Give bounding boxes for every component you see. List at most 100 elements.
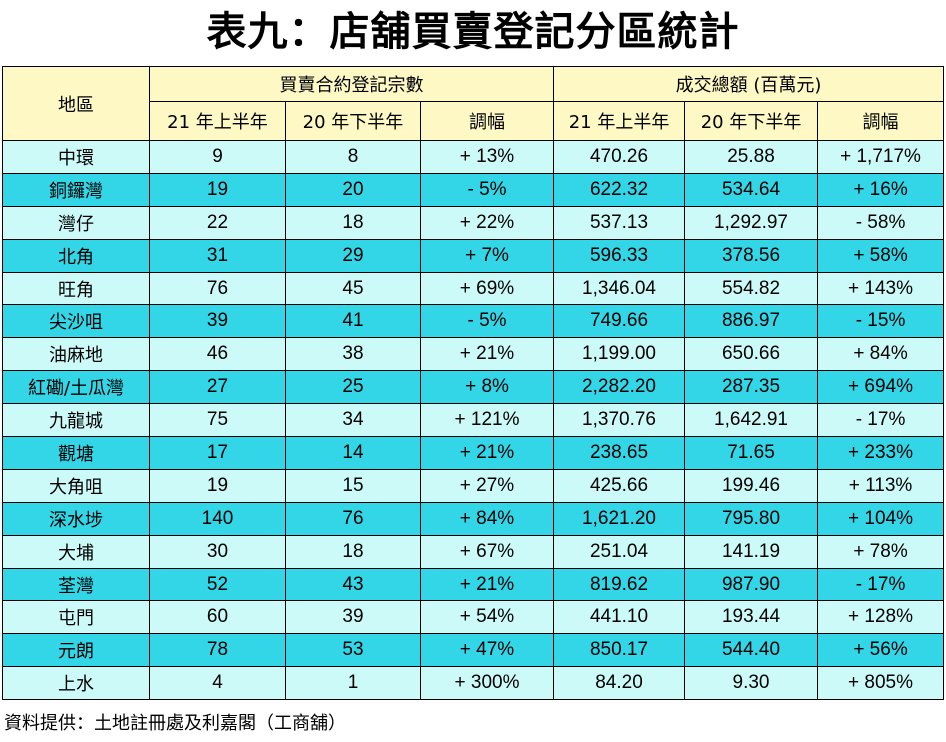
value-change-cell: + 16% xyxy=(817,172,945,207)
value-change-cell: - 58% xyxy=(817,205,945,240)
value-21h1-cell: 1,346.04 xyxy=(553,271,686,306)
volume-change-cell: + 67% xyxy=(419,534,555,569)
volume-20h2-cell: 76 xyxy=(285,501,421,536)
volume-21h1-cell: 52 xyxy=(149,567,286,602)
value-21h1-cell: 1,199.00 xyxy=(553,337,686,372)
header-value-21h1: 21 年上半年 xyxy=(553,101,686,141)
volume-20h2-cell: 45 xyxy=(285,271,421,306)
volume-21h1-cell: 75 xyxy=(149,403,286,438)
volume-change-cell: + 13% xyxy=(419,140,555,174)
district-cell: 大埔 xyxy=(2,534,150,569)
value-change-cell: + 128% xyxy=(817,600,945,635)
volume-change-cell: - 5% xyxy=(419,304,555,339)
value-20h2-cell: 1,642.91 xyxy=(684,403,819,438)
table-row: 深水埗 140 76 + 84% 1,621.20 795.80 + 104% xyxy=(2,501,945,536)
value-20h2-cell: 1,292.97 xyxy=(684,205,819,240)
district-cell: 屯門 xyxy=(2,600,150,635)
value-20h2-cell: 378.56 xyxy=(684,238,819,273)
value-change-cell: + 104% xyxy=(817,501,945,536)
value-21h1-cell: 251.04 xyxy=(553,534,686,569)
volume-20h2-cell: 18 xyxy=(285,205,421,240)
value-change-cell: + 113% xyxy=(817,468,945,503)
value-change-cell: + 78% xyxy=(817,534,945,569)
value-21h1-cell: 749.66 xyxy=(553,304,686,339)
volume-21h1-cell: 46 xyxy=(149,337,286,372)
value-20h2-cell: 199.46 xyxy=(684,468,819,503)
volume-21h1-cell: 60 xyxy=(149,600,286,635)
volume-20h2-cell: 18 xyxy=(285,534,421,569)
volume-21h1-cell: 78 xyxy=(149,633,286,668)
volume-21h1-cell: 17 xyxy=(149,436,286,470)
table-row: 紅磡/土瓜灣 27 25 + 8% 2,282.20 287.35 + 694% xyxy=(2,370,945,405)
volume-21h1-cell: 19 xyxy=(149,172,286,207)
value-20h2-cell: 141.19 xyxy=(684,534,819,569)
value-21h1-cell: 596.33 xyxy=(553,238,686,273)
district-cell: 九龍城 xyxy=(2,403,150,438)
value-21h1-cell: 2,282.20 xyxy=(553,370,686,405)
volume-20h2-cell: 25 xyxy=(285,370,421,405)
volume-change-cell: + 300% xyxy=(419,666,555,701)
value-change-cell: + 143% xyxy=(817,271,945,306)
district-cell: 中環 xyxy=(2,140,150,174)
volume-21h1-cell: 76 xyxy=(149,271,286,306)
value-change-cell: - 17% xyxy=(817,403,945,438)
volume-20h2-cell: 43 xyxy=(285,567,421,602)
table-row: 荃灣 52 43 + 21% 819.62 987.90- 17% xyxy=(2,567,945,602)
value-20h2-cell: 544.40 xyxy=(684,633,819,668)
value-20h2-cell: 554.82 xyxy=(684,271,819,306)
value-21h1-cell: 1,621.20 xyxy=(553,501,686,536)
district-cell: 元朗 xyxy=(2,633,150,668)
volume-20h2-cell: 8 xyxy=(285,140,421,174)
district-cell: 北角 xyxy=(2,238,150,273)
value-21h1-cell: 850.17 xyxy=(553,633,686,668)
district-cell: 深水埗 xyxy=(2,501,150,536)
table-row: 元朗 78 53 + 47% 850.17 544.40 + 56% xyxy=(2,633,945,668)
table-row: 上水 4 1 + 300% 84.20 9.30 + 805% xyxy=(2,666,945,701)
value-change-cell: - 15% xyxy=(817,304,945,339)
volume-20h2-cell: 20 xyxy=(285,172,421,207)
value-20h2-cell: 25.88 xyxy=(684,140,819,174)
table-row: 大角咀 19 15 + 27% 425.66 199.46 + 113% xyxy=(2,468,945,503)
volume-20h2-cell: 14 xyxy=(285,436,421,470)
table-row: 九龍城 75 34 + 121% 1,370.76 1,642.91- 17% xyxy=(2,403,945,438)
volume-21h1-cell: 27 xyxy=(149,370,286,405)
header-value-20h2: 20 年下半年 xyxy=(684,101,819,141)
volume-20h2-cell: 53 xyxy=(285,633,421,668)
volume-change-cell: + 84% xyxy=(419,501,555,536)
district-cell: 觀塘 xyxy=(2,436,150,470)
value-21h1-cell: 819.62 xyxy=(553,567,686,602)
volume-change-cell: + 8% xyxy=(419,370,555,405)
header-volume-21h1: 21 年上半年 xyxy=(149,101,286,141)
value-21h1-cell: 441.10 xyxy=(553,600,686,635)
value-21h1-cell: 537.13 xyxy=(553,205,686,240)
value-21h1-cell: 1,370.76 xyxy=(553,403,686,438)
value-20h2-cell: 534.64 xyxy=(684,172,819,207)
district-stats-table: 地區 買賣合約登記宗數 成交總額 (百萬元) 21 年上半年 20 年下半年 調… xyxy=(2,66,945,701)
value-21h1-cell: 622.32 xyxy=(553,172,686,207)
value-20h2-cell: 650.66 xyxy=(684,337,819,372)
volume-21h1-cell: 4 xyxy=(149,666,286,701)
volume-20h2-cell: 1 xyxy=(285,666,421,701)
district-cell: 旺角 xyxy=(2,271,150,306)
table-row: 尖沙咀 39 41- 5% 749.66 886.97- 15% xyxy=(2,304,945,339)
source-note: 資料提供：土地註冊處及利嘉閣（工商舖） xyxy=(4,713,346,734)
district-cell: 紅磡/土瓜灣 xyxy=(2,370,150,405)
volume-20h2-cell: 39 xyxy=(285,600,421,635)
value-change-cell: + 694% xyxy=(817,370,945,405)
volume-change-cell: + 21% xyxy=(419,567,555,602)
value-change-cell: + 58% xyxy=(817,238,945,273)
value-20h2-cell: 987.90 xyxy=(684,567,819,602)
header-volume-20h2: 20 年下半年 xyxy=(285,101,421,141)
header-row-periods: 21 年上半年 20 年下半年 調幅 21 年上半年 20 年下半年 調幅 xyxy=(3,101,945,141)
volume-change-cell: + 69% xyxy=(419,271,555,306)
table-row: 灣仔 22 18 + 22% 537.13 1,292.97- 58% xyxy=(2,205,945,240)
volume-change-cell: + 121% xyxy=(419,403,555,438)
volume-change-cell: + 21% xyxy=(419,337,555,372)
volume-change-cell: + 54% xyxy=(419,600,555,635)
value-change-cell: + 1,717% xyxy=(817,140,945,174)
volume-21h1-cell: 19 xyxy=(149,468,286,503)
volume-20h2-cell: 38 xyxy=(285,337,421,372)
volume-21h1-cell: 39 xyxy=(149,304,286,339)
volume-20h2-cell: 29 xyxy=(285,238,421,273)
value-20h2-cell: 886.97 xyxy=(684,304,819,339)
